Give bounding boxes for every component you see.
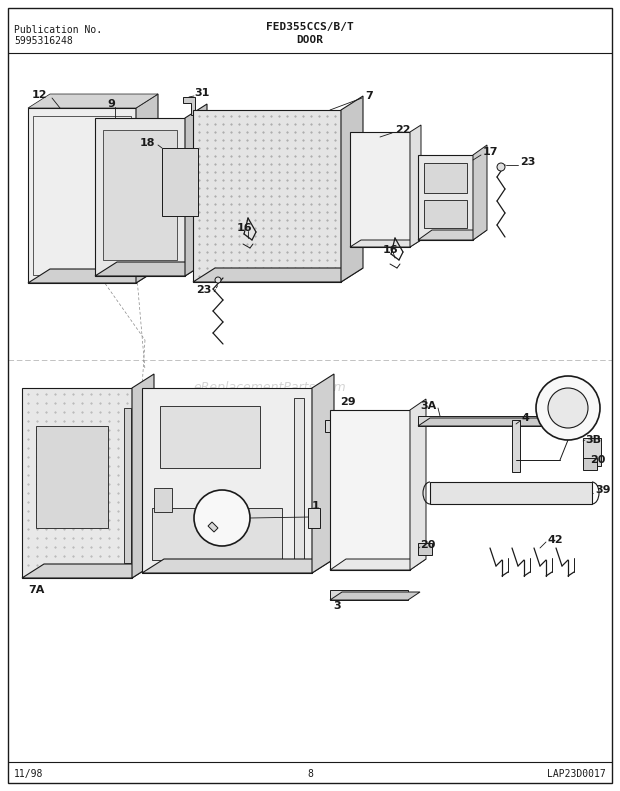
Polygon shape (103, 130, 177, 260)
Circle shape (497, 163, 505, 171)
Text: 1: 1 (312, 501, 320, 511)
Polygon shape (142, 388, 312, 573)
Polygon shape (22, 388, 132, 578)
Text: 3: 3 (333, 601, 340, 611)
Text: FED355CCS/B/T: FED355CCS/B/T (266, 22, 354, 32)
Text: 23: 23 (520, 157, 536, 167)
Polygon shape (160, 406, 260, 468)
Text: 9: 9 (107, 99, 115, 109)
Polygon shape (330, 590, 408, 600)
Polygon shape (418, 543, 432, 555)
Polygon shape (193, 110, 341, 282)
Polygon shape (294, 398, 304, 563)
Text: 54: 54 (581, 393, 596, 403)
Text: 3B: 3B (585, 435, 601, 445)
Polygon shape (95, 262, 207, 276)
Polygon shape (325, 420, 337, 432)
Polygon shape (330, 592, 420, 600)
Text: Publication No.: Publication No. (14, 25, 102, 35)
Polygon shape (512, 420, 520, 472)
Polygon shape (424, 200, 467, 228)
Text: 16: 16 (383, 245, 399, 255)
Text: 4: 4 (522, 413, 530, 423)
Circle shape (194, 490, 250, 546)
Text: 20: 20 (420, 540, 435, 550)
Polygon shape (410, 399, 426, 570)
Text: 10: 10 (210, 511, 226, 521)
Text: 8: 8 (307, 769, 313, 779)
Polygon shape (185, 104, 207, 276)
Polygon shape (583, 438, 601, 466)
Circle shape (215, 277, 221, 283)
Polygon shape (583, 458, 597, 470)
Polygon shape (330, 410, 410, 570)
Polygon shape (350, 132, 410, 247)
Polygon shape (418, 416, 583, 426)
Polygon shape (418, 155, 473, 240)
Polygon shape (308, 508, 320, 528)
Text: 16: 16 (237, 223, 252, 233)
Polygon shape (183, 97, 195, 115)
Polygon shape (28, 269, 158, 283)
Text: LAP23D0017: LAP23D0017 (547, 769, 606, 779)
Circle shape (548, 388, 588, 428)
Polygon shape (341, 96, 363, 282)
Polygon shape (418, 230, 487, 240)
Polygon shape (36, 426, 108, 528)
Polygon shape (124, 408, 131, 563)
Text: 7A: 7A (28, 585, 45, 595)
Text: 5995316248: 5995316248 (14, 36, 73, 46)
Text: 20: 20 (590, 455, 605, 465)
Polygon shape (330, 559, 426, 570)
Polygon shape (154, 488, 172, 512)
Text: 11/98: 11/98 (14, 769, 43, 779)
Text: 3A: 3A (420, 401, 436, 411)
Polygon shape (142, 559, 334, 573)
Text: 17: 17 (483, 147, 498, 157)
Polygon shape (418, 418, 595, 426)
Polygon shape (208, 522, 218, 532)
Polygon shape (410, 125, 421, 247)
Text: 23: 23 (196, 285, 211, 295)
Polygon shape (312, 374, 334, 573)
Text: 29: 29 (340, 397, 356, 407)
Text: 39: 39 (595, 485, 611, 495)
Polygon shape (473, 145, 487, 240)
Polygon shape (136, 94, 158, 283)
Polygon shape (152, 508, 282, 560)
Circle shape (536, 376, 600, 440)
Polygon shape (132, 374, 154, 578)
Text: 22: 22 (395, 125, 410, 135)
Polygon shape (22, 564, 154, 578)
Text: 42: 42 (548, 535, 564, 545)
Polygon shape (424, 163, 467, 193)
Text: eReplacementParts.com: eReplacementParts.com (193, 381, 347, 395)
Text: 31: 31 (194, 88, 210, 98)
Text: 7: 7 (365, 91, 373, 101)
Polygon shape (162, 148, 198, 216)
Polygon shape (430, 482, 592, 504)
Text: 18: 18 (140, 138, 156, 148)
Polygon shape (95, 118, 185, 276)
Text: DOOR: DOOR (296, 35, 324, 45)
Polygon shape (193, 268, 363, 282)
Polygon shape (28, 94, 158, 108)
Polygon shape (28, 108, 136, 283)
Polygon shape (350, 240, 421, 247)
Text: 12: 12 (32, 90, 48, 100)
